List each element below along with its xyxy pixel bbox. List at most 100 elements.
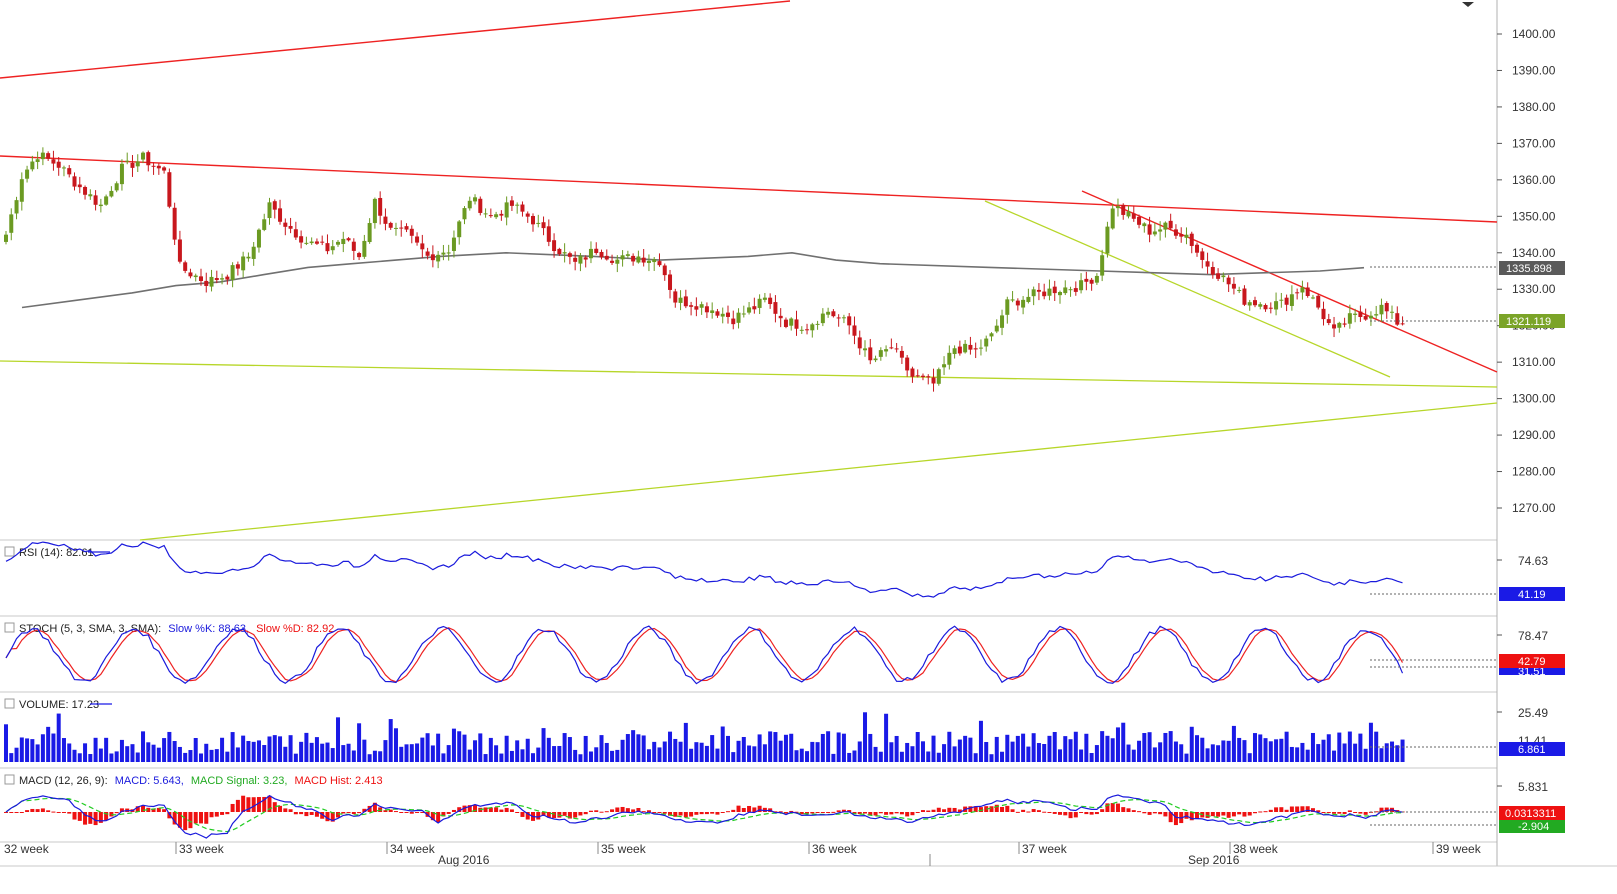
macd-hist-bar	[220, 812, 225, 815]
volume-bar	[1184, 753, 1189, 762]
macd-hist-bar	[1010, 809, 1015, 812]
week-label: 32 week	[4, 842, 50, 856]
candle-body	[130, 162, 135, 168]
macd-hist-bar	[1052, 812, 1057, 814]
macd-hist-bar	[747, 805, 752, 812]
macd-hist-bar	[372, 802, 377, 812]
macd-hist-bar	[710, 812, 715, 814]
macd-hist-bar	[541, 812, 546, 816]
volume-bar	[1358, 733, 1363, 762]
price-tick-label: 1300.00	[1512, 392, 1556, 406]
candle-body	[541, 222, 546, 229]
collapse-icon[interactable]	[4, 774, 15, 785]
volume-bar	[952, 746, 957, 762]
candle-body	[1000, 315, 1005, 328]
macd-hist-bar	[293, 812, 298, 815]
candlesticks	[4, 147, 1405, 392]
candle-body	[515, 204, 520, 206]
volume-bar	[88, 754, 93, 762]
macd-hist-bar	[720, 812, 725, 813]
candle-body	[93, 195, 98, 205]
volume-bar	[889, 742, 894, 762]
volume-bar	[588, 751, 593, 762]
candle-body	[320, 241, 325, 243]
candle-body	[1347, 313, 1352, 324]
candle-body	[588, 248, 593, 259]
volume-bar	[520, 749, 525, 762]
macd-hist-bar	[662, 812, 667, 814]
macd-hist-bar	[810, 812, 815, 814]
macd-hist-bar	[952, 807, 957, 812]
volume-bar	[947, 731, 952, 762]
volume-bar	[573, 749, 578, 762]
volume-bar	[1390, 741, 1395, 762]
volume-bar	[1274, 739, 1279, 762]
week-label: 34 week	[390, 842, 436, 856]
candle-body	[947, 352, 952, 365]
macd-hist-bar	[1353, 812, 1358, 813]
candle-body	[1110, 208, 1115, 229]
collapse-icon[interactable]	[4, 546, 15, 557]
candle-body	[1379, 304, 1384, 315]
candle-body	[1147, 224, 1152, 235]
macd-hist-bar	[668, 812, 673, 816]
macd-hist-bar	[1268, 809, 1273, 812]
candle-body	[583, 257, 588, 260]
macd-hist-bar	[936, 807, 941, 812]
collapse-icon[interactable]	[4, 622, 15, 633]
volume-bar	[1337, 732, 1342, 762]
price-tick-label: 1380.00	[1512, 100, 1556, 114]
candle-body	[378, 197, 383, 216]
macd-hist-bar	[256, 797, 261, 812]
candle-body	[773, 302, 778, 314]
volume-bar	[1152, 747, 1157, 762]
macd-hist-bar	[1079, 812, 1084, 813]
macd-hist-bar	[652, 812, 657, 813]
macd-hist-bar	[636, 807, 641, 812]
macd-hist-bar	[109, 812, 114, 817]
stoch-legend-d: Slow %D: 82.92	[256, 623, 334, 635]
candle-body	[193, 275, 198, 278]
candle-body	[309, 241, 314, 244]
candle-body	[14, 200, 19, 214]
macd-hist-bar	[1332, 812, 1337, 814]
volume-bar	[747, 745, 752, 762]
macd-hist-bar	[1221, 812, 1226, 816]
collapse-icon[interactable]	[4, 698, 15, 709]
macd-hist-bar	[578, 812, 583, 816]
candle-body	[135, 161, 140, 167]
macd-hist-bar	[436, 812, 441, 823]
macd-value-label: -2.904	[1518, 821, 1549, 833]
volume-bar	[641, 735, 646, 762]
macd-hist-bar	[762, 807, 767, 812]
volume-bar	[899, 751, 904, 762]
macd-legend: MACD (12, 26, 9): MACD: 5.643, MACD Sign…	[19, 775, 383, 787]
volume-bar	[241, 735, 246, 762]
macd-hist-bar	[594, 810, 599, 812]
volume-bar	[441, 753, 446, 762]
candle-body	[594, 248, 599, 253]
candle-body	[868, 347, 873, 361]
panel-menu-icon[interactable]	[1462, 2, 1474, 7]
macd-hist-bar	[336, 812, 341, 818]
candle-body	[473, 197, 478, 202]
candle-body	[931, 377, 936, 384]
candle-body	[1237, 290, 1242, 292]
macd-hist-bar	[863, 812, 868, 814]
macd-hist-bar	[1305, 806, 1310, 812]
volume-bar	[151, 744, 156, 762]
macd-hist-bar	[1279, 807, 1284, 812]
volume-bar	[1300, 742, 1305, 762]
week-label: 37 week	[1022, 842, 1068, 856]
macd-hist-bar	[841, 809, 846, 812]
candle-body	[1363, 316, 1368, 320]
macd-hist-bar	[915, 812, 920, 813]
macd-hist-bar	[309, 812, 314, 815]
week-label: 36 week	[812, 842, 858, 856]
volume-bar	[1326, 734, 1331, 762]
volume-bar	[430, 745, 435, 762]
volume-bar	[1200, 737, 1205, 762]
volume-bar	[1073, 731, 1078, 762]
volume-bar	[578, 754, 583, 762]
